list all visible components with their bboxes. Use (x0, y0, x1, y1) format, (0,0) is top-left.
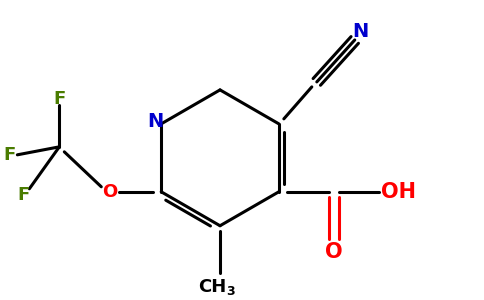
Text: CH: CH (198, 278, 226, 296)
Text: F: F (53, 90, 65, 108)
Text: F: F (17, 186, 30, 204)
Text: N: N (353, 22, 369, 41)
Text: 3: 3 (226, 285, 234, 298)
Text: F: F (3, 146, 15, 164)
Text: O: O (325, 242, 343, 262)
Text: OH: OH (381, 182, 416, 202)
Text: O: O (102, 183, 117, 201)
Text: N: N (147, 112, 163, 131)
